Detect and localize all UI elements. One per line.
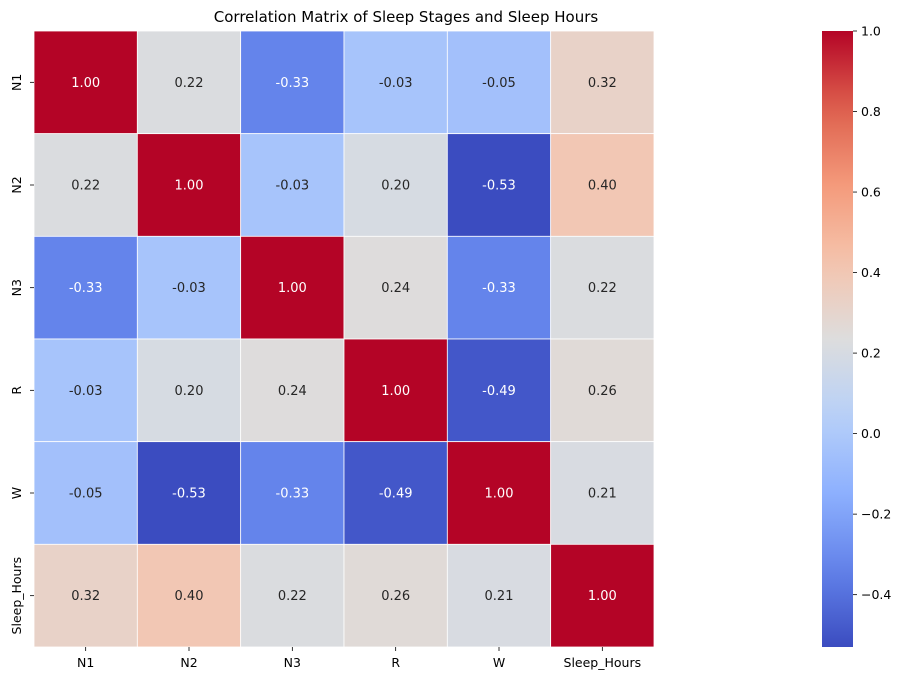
cell-value-label: -0.03: [379, 76, 413, 91]
cell-value-label: 0.32: [71, 589, 100, 604]
colorbar-tick-label: 1.0: [861, 24, 881, 39]
heatmap-cell-w-n1: [33, 441, 138, 545]
heatmap-cell-r-w: [446, 338, 552, 443]
heatmap-cell-n2-r: [343, 133, 448, 237]
heatmap-cell-n3-n3: [240, 235, 345, 340]
cell-value-label: 0.20: [175, 384, 204, 399]
cell-value-label: -0.33: [276, 76, 310, 91]
colorbar-tick-label: 0.2: [861, 346, 881, 361]
colorbar: 1.0 0.8 0.6 0.4 0.2 0.0 −0.2 −0.4: [822, 24, 891, 647]
y-tick-label-w: W: [9, 487, 24, 499]
heatmap-cell-n3-r: [343, 235, 448, 340]
heatmap-cell-n2-n2: [136, 133, 242, 237]
cell-value-label: -0.33: [276, 487, 310, 502]
chart-title: Correlation Matrix of Sleep Stages and S…: [214, 8, 599, 26]
heatmap-cell-n1-n1: [33, 30, 138, 135]
cell-value-label: -0.53: [172, 487, 206, 502]
heatmap-cell-n3-w: [446, 235, 552, 340]
cell-value-label: -0.49: [482, 384, 516, 399]
colorbar-tick-label: −0.4: [861, 587, 891, 602]
cell-value-label: -0.05: [482, 76, 516, 91]
cell-value-label: 1.00: [175, 179, 204, 194]
colorbar-tick-label: 0.4: [861, 265, 881, 280]
y-axis: N1 N2 N3 R W Sleep_Hours: [9, 74, 34, 635]
y-tick-label-r: R: [9, 386, 24, 395]
heatmap-cell-sleep-hours-sleep-hours: [550, 543, 655, 648]
heatmap-cell-r-n1: [33, 338, 138, 443]
cell-value-label: 0.22: [71, 179, 100, 194]
heatmap-cell-n1-sleep-hours: [550, 30, 655, 135]
colorbar-tick-label: 0.0: [861, 426, 881, 441]
y-tick-label-n1: N1: [9, 74, 24, 91]
heatmap-cell-n1-r: [343, 30, 448, 135]
heatmap-cell-w-sleep-hours: [550, 441, 655, 545]
cell-value-label: 0.40: [588, 179, 617, 194]
heatmap-cell-w-n3: [240, 441, 345, 545]
heatmap-cell-w-r: [343, 441, 448, 545]
heatmap-cell-r-n3: [240, 338, 345, 443]
heatmap-cell-n2-sleep-hours: [550, 133, 655, 237]
cell-value-label: 1.00: [381, 384, 410, 399]
cell-value-label: 0.24: [381, 281, 410, 296]
cell-value-label: -0.03: [69, 384, 103, 399]
cell-value-label: 0.32: [588, 76, 617, 91]
cell-value-label: 0.22: [175, 76, 204, 91]
cell-value-label: -0.05: [69, 487, 103, 502]
heatmap-cells: 1.00 0.22 -0.33 -0.03 -0.05 0.32 0.22 1.00 -0.03…: [33, 30, 655, 648]
heatmap-cell-n3-sleep-hours: [550, 235, 655, 340]
x-axis: N1 N2 N3 R W Sleep_Hours: [77, 647, 641, 670]
cell-value-label: 0.40: [175, 589, 204, 604]
x-tick-label-w: W: [493, 655, 505, 670]
y-tick-label-sleep-hours: Sleep_Hours: [9, 557, 24, 635]
heatmap-cell-w-w: [446, 441, 552, 545]
cell-value-label: -0.03: [276, 179, 310, 194]
heatmap-cell-n1-w: [446, 30, 552, 135]
cell-value-label: -0.53: [482, 179, 516, 194]
cell-value-label: -0.33: [482, 281, 516, 296]
heatmap-cell-sleep-hours-w: [446, 543, 552, 648]
cell-value-label: 1.00: [588, 589, 617, 604]
heatmap-cell-r-sleep-hours: [550, 338, 655, 443]
y-tick-label-n2: N2: [9, 176, 24, 193]
heatmap-cell-n1-n3: [240, 30, 345, 135]
cell-value-label: -0.03: [172, 281, 206, 296]
cell-value-label: -0.49: [379, 487, 413, 502]
colorbar-tick-label: 0.6: [861, 185, 881, 200]
x-tick-label-sleep-hours: Sleep_Hours: [564, 655, 642, 670]
heatmap-cell-n3-n1: [33, 235, 138, 340]
cell-value-label: 1.00: [71, 76, 100, 91]
cell-value-label: 0.22: [588, 281, 617, 296]
heatmap-cell-r-r: [343, 338, 448, 443]
x-tick-label-r: R: [391, 655, 400, 670]
x-tick-label-n3: N3: [284, 655, 301, 670]
heatmap-cell-n3-n2: [136, 235, 242, 340]
x-tick-label-n1: N1: [77, 655, 94, 670]
cell-value-label: 0.21: [588, 487, 617, 502]
heatmap-cell-r-n2: [136, 338, 242, 443]
colorbar-gradient: [822, 31, 853, 647]
cell-value-label: 0.22: [278, 589, 307, 604]
colorbar-tick-label: 0.8: [861, 104, 881, 119]
cell-value-label: 1.00: [278, 281, 307, 296]
cell-value-label: 0.20: [381, 179, 410, 194]
heatmap-cell-sleep-hours-n1: [33, 543, 138, 648]
cell-value-label: 0.26: [381, 589, 410, 604]
cell-value-label: 0.26: [588, 384, 617, 399]
cell-value-label: -0.33: [69, 281, 103, 296]
y-tick-label-n3: N3: [9, 279, 24, 296]
cell-value-label: 0.24: [278, 384, 307, 399]
colorbar-tick-label: −0.2: [861, 507, 891, 522]
heatmap-cell-n1-n2: [136, 30, 242, 135]
cell-value-label: 0.21: [485, 589, 514, 604]
x-tick-label-n2: N2: [180, 655, 197, 670]
cell-value-label: 1.00: [485, 487, 514, 502]
